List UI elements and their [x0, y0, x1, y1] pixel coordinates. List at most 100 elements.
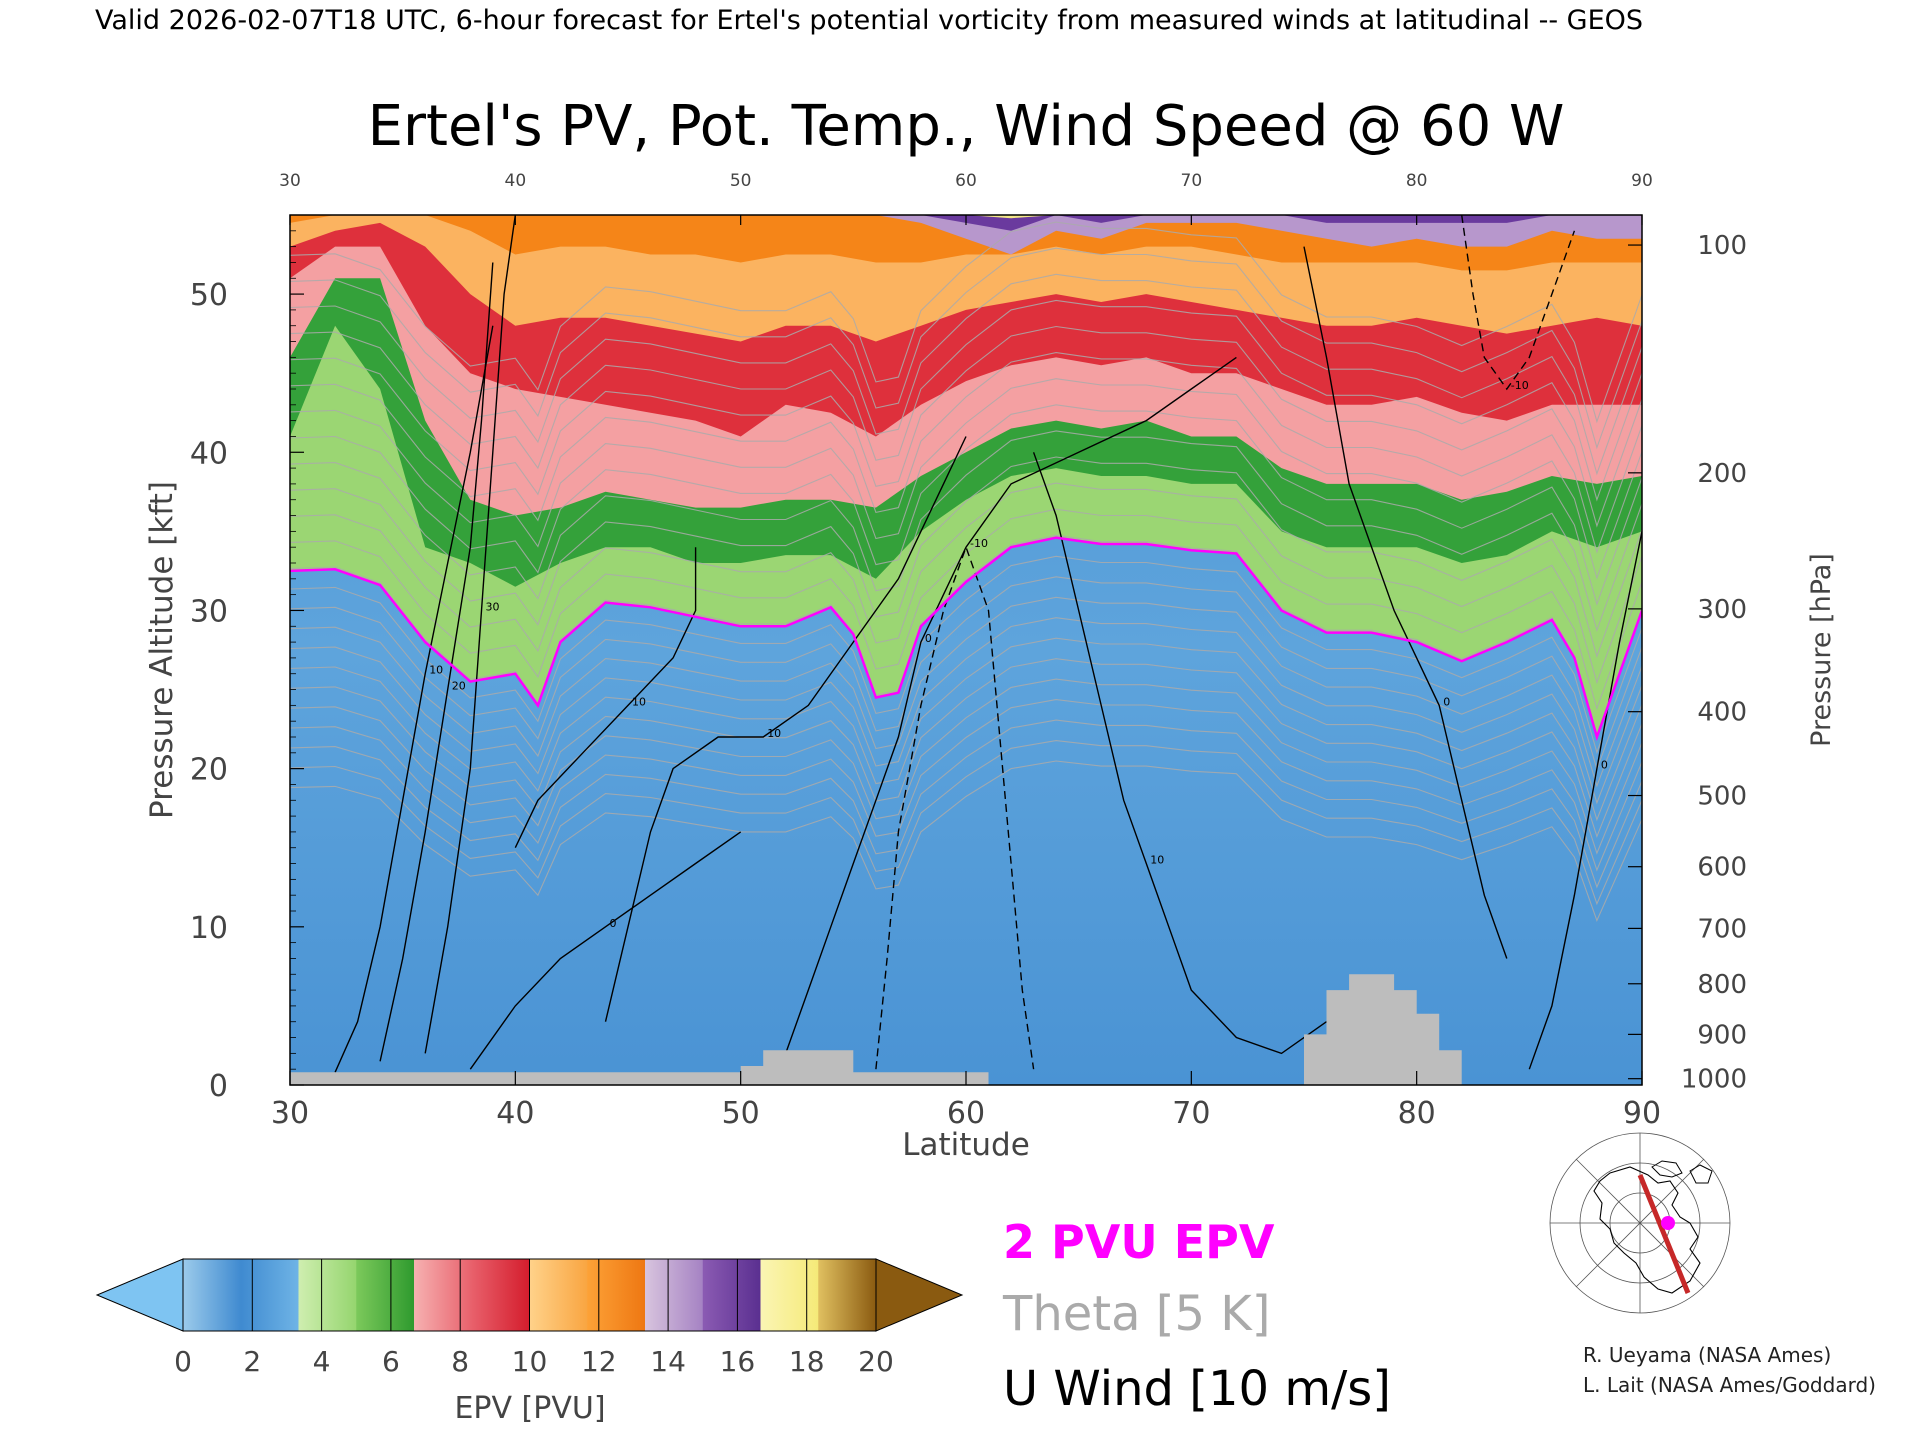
- pressure-tick-label: 600: [1697, 853, 1747, 883]
- wind-contour-line: [424, 215, 516, 1054]
- theta-contour: [290, 617, 1642, 805]
- pv-band-14pvu: [290, 215, 1642, 255]
- y-tick-label: 0: [209, 1069, 228, 1104]
- wind-contour-label: 10: [1150, 854, 1164, 867]
- map-marker: [1661, 1216, 1675, 1230]
- theta-contour: [290, 576, 1642, 771]
- colorbar-tick-label: 10: [512, 1345, 548, 1378]
- theta-contour: [290, 247, 1642, 450]
- x-tick-label: 90: [1623, 1096, 1661, 1131]
- credit-line-1: R. Ueyama (NASA Ames): [1583, 1343, 1831, 1367]
- plot-area: 10 20 30 10 10 0 0 10 0 0 -10 -10: [290, 215, 1642, 1085]
- theta-contour: [290, 719, 1642, 889]
- theta-contour: [290, 221, 1642, 424]
- colorbar-segment: [356, 1259, 415, 1331]
- wind-contour-label: 0: [1443, 695, 1450, 708]
- theta-contour: [290, 482, 1642, 685]
- colorbar-tick-label: 0: [174, 1345, 192, 1378]
- legend-wind: U Wind [10 m/s]: [1003, 1361, 1391, 1417]
- colorbar-segment: [298, 1259, 357, 1331]
- legend-2pvu: 2 PVU EPV: [1003, 1215, 1275, 1269]
- wind-contour-line: [785, 356, 1237, 1054]
- theta-contour: [290, 555, 1642, 755]
- colorbar-segment: [471, 1259, 530, 1331]
- wind-contour-line: [1528, 531, 1642, 1070]
- theta-contour: [290, 273, 1642, 476]
- map-track-line: [1637, 1174, 1691, 1294]
- colorbar-tick-label: 14: [650, 1345, 686, 1378]
- theta-contour: [290, 378, 1642, 580]
- wind-contour-label: 10: [767, 727, 781, 740]
- theta-contour: [290, 760, 1642, 922]
- colorbar-tick-label: 12: [581, 1345, 617, 1378]
- colorbar-segment: [645, 1259, 704, 1331]
- wind-contour-line: [469, 831, 742, 1070]
- wind-contour-line: [875, 545, 1035, 1070]
- y-tick-label: 20: [190, 753, 228, 788]
- pressure-tick-label: 200: [1697, 459, 1747, 489]
- credit-line-2: L. Lait (NASA Ames/Goddard): [1583, 1373, 1876, 1397]
- theta-contour: [290, 404, 1642, 606]
- colorbar-tick-label: 4: [313, 1345, 331, 1378]
- wind-contour-line: [1303, 246, 1508, 959]
- theta-contour: [290, 658, 1642, 839]
- y-tick-label: 50: [190, 278, 228, 313]
- colorbar-segment: [702, 1259, 761, 1331]
- pressure-tick-label: 800: [1697, 970, 1747, 1000]
- wind-contour-label: 10: [632, 695, 646, 708]
- top-x-tick-label: 80: [1406, 171, 1428, 191]
- theta-contour: [290, 534, 1642, 737]
- y-tick-label: 10: [190, 911, 228, 946]
- colorbar-tick-label: 20: [858, 1345, 894, 1378]
- x-tick-label: 80: [1398, 1096, 1436, 1131]
- pressure-tick-label: 900: [1697, 1020, 1747, 1050]
- wind-contour-label: 0: [1601, 759, 1608, 772]
- theta-contour: [290, 325, 1642, 528]
- top-x-tick-label: 50: [730, 171, 752, 191]
- x-tick-label: 70: [1172, 1096, 1210, 1131]
- theta-contour: [290, 299, 1642, 502]
- colorbar-segment: [183, 1259, 242, 1331]
- theta-lines: [290, 221, 1642, 922]
- wind-contour-line: [1461, 215, 1576, 391]
- wind-contour-label: 10: [429, 664, 443, 677]
- pressure-tick-label: 700: [1697, 914, 1747, 944]
- wind-contour-line: [514, 547, 697, 849]
- wind-contour-label: 0: [925, 632, 932, 645]
- colorbar-segment: [529, 1259, 588, 1331]
- wind-contour-line: [379, 262, 494, 1062]
- wind-contour-line: [334, 325, 494, 1073]
- top-x-tick-label: 60: [955, 171, 977, 191]
- colorbar-under-triangle: [95, 1258, 184, 1332]
- wind-contour-line: [604, 436, 967, 1022]
- y-tick-label: 40: [190, 436, 228, 471]
- top-x-tick-label: 30: [279, 171, 301, 191]
- top-x-tick-label: 70: [1181, 171, 1203, 191]
- colorbar-tick-label: 16: [720, 1345, 756, 1378]
- wind-contour-line: [1032, 452, 1327, 1055]
- pressure-tick-label: 300: [1697, 595, 1747, 625]
- pressure-tick-label: 1000: [1681, 1065, 1747, 1095]
- colorbar-segment: [414, 1259, 473, 1331]
- y2-axis-label: Pressure [hPa]: [1806, 553, 1837, 747]
- x-tick-label: 30: [271, 1096, 309, 1131]
- colorbar-tick-label: 8: [451, 1345, 469, 1378]
- x-tick-label: 60: [947, 1096, 985, 1131]
- colorbar-segment: [240, 1259, 299, 1331]
- chart-title: Ertel's PV, Pot. Temp., Wind Speed @ 60 …: [368, 94, 1565, 159]
- colorbar: 0 2 4 6 8 10 12 14 16 18 20: [95, 1258, 964, 1378]
- colorbar-segment: [818, 1259, 877, 1331]
- legend-theta: Theta [5 K]: [1002, 1286, 1271, 1342]
- theta-contour: [290, 596, 1642, 788]
- colorbar-label: EPV [PVU]: [454, 1391, 605, 1426]
- theta-contour: [290, 430, 1642, 633]
- colorbar-over-triangle: [875, 1258, 964, 1332]
- terrain-mask: [290, 974, 1462, 1085]
- y-axis-label: Pressure Altitude [kft]: [144, 481, 180, 819]
- theta-contour: [290, 637, 1642, 822]
- top-x-tick-label: 40: [505, 171, 527, 191]
- colorbar-tick-label: 2: [243, 1345, 261, 1378]
- tropopause-2pvu-line: [290, 536, 1642, 742]
